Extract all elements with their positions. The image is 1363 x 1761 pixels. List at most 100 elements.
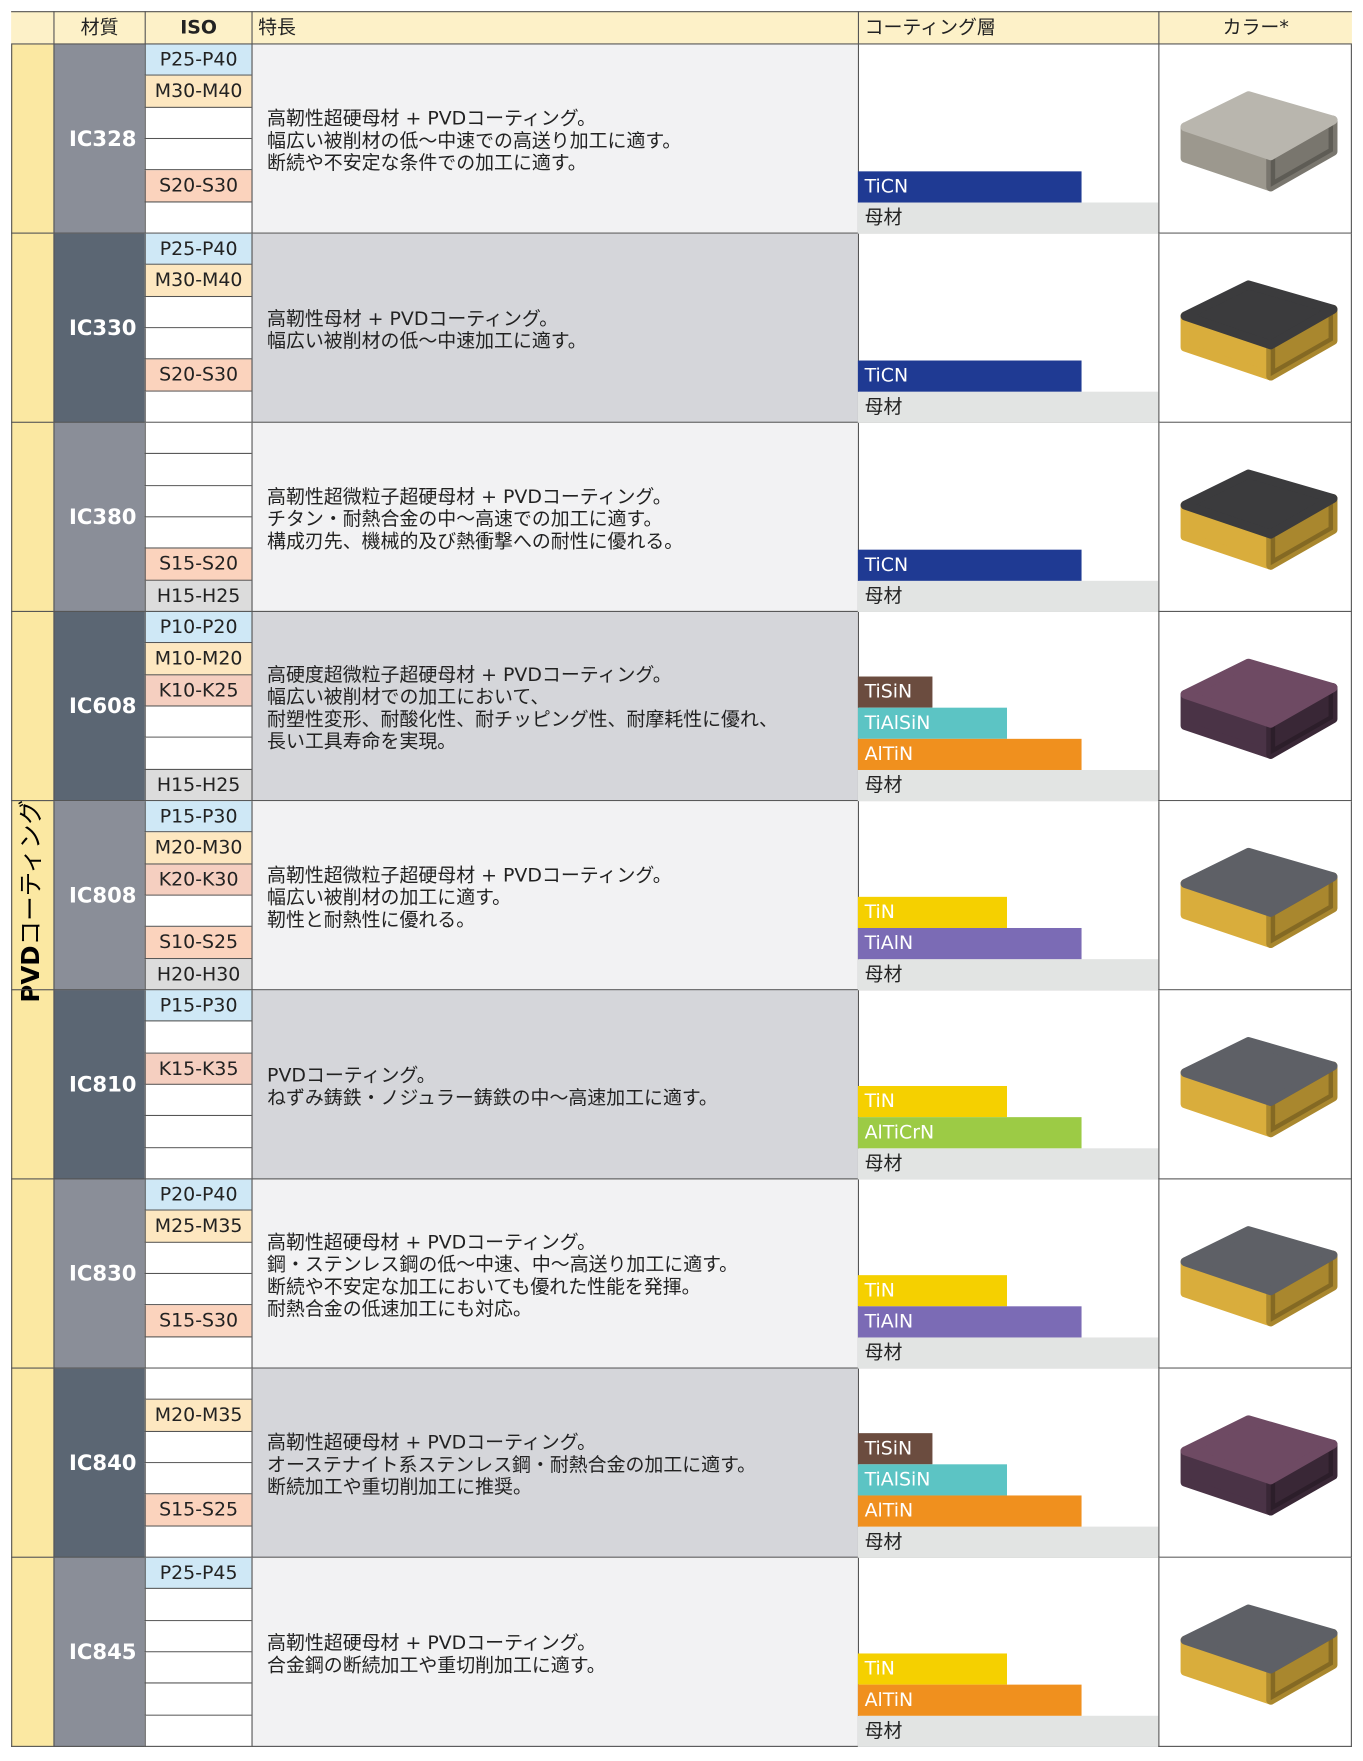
feature-line: 幅広い被削材の低～中速加工に適す。 [267, 330, 587, 353]
iso-cell [144, 1431, 252, 1464]
feature-cell [251, 801, 858, 991]
feature-cell [251, 422, 858, 612]
base-layer: 母材 [857, 202, 1159, 234]
coating-name: TiN [864, 1279, 895, 1302]
header-cell: 特長 [251, 11, 857, 45]
coating-name: TiSiN [864, 680, 913, 704]
header-row [11, 11, 1352, 45]
iso-cell [144, 1368, 252, 1401]
iso-cell [144, 391, 252, 423]
iso-cell: S15-S25 [144, 1494, 253, 1527]
coating-layer [857, 738, 1082, 770]
iso-range: P25-P40 [146, 44, 253, 77]
coating-name: AlTiN [864, 1689, 914, 1712]
feature-line: 高靭性超硬母材 + PVDコーティング。 [267, 1632, 597, 1655]
iso-cell [144, 1242, 252, 1275]
iso-cell [144, 1526, 252, 1558]
iso-cell: P25-P40 [144, 233, 253, 266]
color-cell [1158, 233, 1352, 423]
coating-layer [857, 549, 1082, 581]
iso-range: M25-M35 [146, 1210, 253, 1243]
base-layer: 母材 [857, 1337, 1159, 1369]
base-layer: 母材 [857, 1148, 1159, 1180]
feature-line: PVDコーティング。 [267, 1064, 436, 1088]
iso-cell: H20-H30 [144, 958, 253, 991]
iso-range: K15-K35 [146, 1053, 253, 1085]
grade-cell [53, 44, 145, 234]
feature-line: 断続や不安定な加工においても優れた性能を発揮。 [267, 1276, 701, 1299]
iso-range: S20-S30 [146, 359, 253, 392]
coating-layer [857, 171, 1082, 203]
iso-cell: S20-S30 [144, 359, 253, 392]
coating-layer [857, 707, 1007, 739]
feature-line: 靭性と耐熱性に優れる。 [267, 909, 476, 932]
iso-range: P20-P40 [146, 1179, 253, 1211]
iso-range: M30-M40 [146, 76, 253, 108]
coating-layer [857, 1684, 1082, 1716]
iso-cell [144, 1620, 252, 1653]
iso-range: S20-S30 [146, 170, 253, 203]
color-cell [1158, 801, 1352, 991]
iso-range: M10-M20 [146, 643, 253, 676]
iso-cell: P20-P40 [144, 1179, 253, 1211]
iso-cell [144, 202, 252, 234]
iso-range: H20-H30 [146, 958, 253, 991]
feature-cell [251, 990, 858, 1180]
iso-range: S15-S30 [146, 1305, 253, 1338]
feature-line: 合金鋼の断続加工や重切削加工に適す。 [267, 1654, 606, 1677]
grade-cell [53, 233, 145, 423]
feature-line: チタン・耐熱合金の中～高速での加工に適す。 [267, 508, 663, 531]
feature-line: 鋼・ステンレス鋼の低～中速、中～高送り加工に適す。 [267, 1254, 739, 1277]
iso-cell: H15-H25 [144, 580, 253, 612]
coating-name: TiN [864, 1657, 895, 1681]
iso-cell [144, 895, 252, 928]
iso-cell [144, 1116, 252, 1148]
iso-cell [144, 328, 252, 360]
iso-cell: S10-S25 [144, 927, 253, 959]
coating-layer [857, 1495, 1082, 1527]
base-layer: 母材 [857, 580, 1159, 612]
iso-range: M20-M30 [146, 832, 253, 865]
iso-cell [144, 422, 252, 455]
feature-line: 幅広い被削材の加工に適す。 [267, 886, 512, 910]
coating-layer [857, 676, 933, 708]
color-cell [1158, 1368, 1352, 1558]
coating-layer [857, 1117, 1082, 1149]
coating-layer [857, 927, 1082, 960]
iso-range: P15-P30 [146, 990, 253, 1022]
iso-cell: M30-M40 [144, 76, 253, 108]
coating-layer [857, 1433, 933, 1465]
coating-name: TiN [864, 1090, 895, 1113]
grade-name: IC808 [68, 883, 137, 908]
iso-cell [144, 296, 252, 329]
iso-cell: H15-H25 [144, 769, 253, 802]
iso-range: M20-M35 [146, 1400, 253, 1432]
feature-line: 高靭性母材 + PVDコーティング。 [267, 308, 559, 331]
feature-cell [251, 233, 858, 423]
iso-cell: M20-M35 [144, 1400, 253, 1432]
group-band [11, 44, 54, 1747]
feature-line: 断続加工や重切削加工に推奨。 [267, 1476, 532, 1499]
color-cell [1158, 1557, 1352, 1747]
feature-line: 耐熱合金の低速加工にも対応。 [267, 1298, 532, 1321]
coating-name: TiN [864, 901, 895, 924]
iso-range: S15-S25 [146, 1494, 253, 1527]
coating-layer [857, 896, 1007, 928]
iso-cell [144, 1715, 252, 1747]
iso-range: H15-H25 [146, 769, 253, 802]
base-layer: 母材 [857, 769, 1159, 802]
feature-line: 高靭性超硬母材 + PVDコーティング。 [267, 1432, 597, 1455]
color-cell [1158, 990, 1352, 1180]
grade-name: IC380 [68, 505, 137, 530]
color-cell [1158, 422, 1352, 612]
iso-cell: S20-S30 [144, 170, 253, 203]
grade-name: IC810 [68, 1072, 137, 1098]
iso-cell: S15-S30 [144, 1305, 253, 1338]
iso-range: P10-P20 [146, 611, 253, 644]
coating-name: TiCN [864, 175, 909, 199]
iso-cell [144, 1683, 252, 1716]
iso-cell: P25-P45 [144, 1557, 253, 1590]
iso-range: M30-M40 [146, 265, 253, 297]
